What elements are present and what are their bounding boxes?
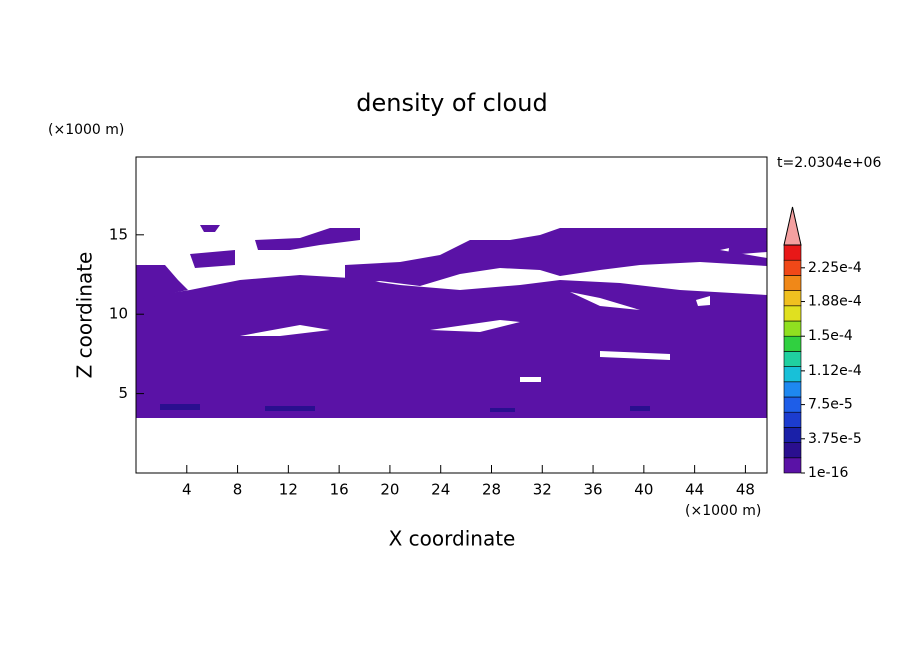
y-tick-label: 15 [109, 225, 128, 243]
y-tick-label: 10 [109, 305, 128, 323]
cloud-hole [570, 292, 640, 310]
colorbar-label: 3.75e-5 [808, 431, 862, 447]
colorbar-box [783, 427, 802, 443]
colorbar-label: 1e-16 [808, 465, 848, 481]
x-tick-label: 4 [182, 481, 192, 499]
x-tick-label: 8 [233, 481, 243, 499]
x-tick-label: 48 [736, 481, 755, 499]
x-tick-label: 12 [279, 481, 298, 499]
x-tick-label: 32 [533, 481, 552, 499]
cloud-region [200, 225, 220, 232]
x-axis-label: X coordinate [389, 527, 516, 551]
colorbar-box [783, 396, 802, 413]
cloud-hole [696, 296, 710, 306]
colorbar-label: 2.25e-4 [808, 260, 862, 276]
x-unit: (×1000 m) [685, 503, 761, 519]
cloud-hole [600, 351, 670, 360]
colorbar-box [783, 457, 802, 474]
x-tick-label: 16 [330, 481, 349, 499]
colorbar-label: 1.88e-4 [808, 294, 862, 310]
cloud-hole [240, 325, 330, 336]
colorbar-box [783, 411, 802, 428]
colorbar-box [783, 320, 802, 337]
time-label: t=2.0304e+06 [777, 155, 881, 171]
y-unit: (×1000 m) [48, 122, 124, 138]
colorbar-box [783, 290, 802, 307]
cloud-region [728, 240, 767, 255]
colorbar-label: 1.5e-4 [808, 328, 853, 344]
x-tick-label: 24 [431, 481, 450, 499]
dense-patch [490, 408, 515, 412]
colorbar-box [783, 305, 802, 322]
dense-patch [265, 406, 315, 411]
colorbar-label: 1.12e-4 [808, 363, 862, 379]
cloud-region [255, 228, 360, 250]
x-tick-label: 28 [482, 481, 501, 499]
colorbar-box [783, 275, 802, 291]
colorbar-box [783, 442, 802, 459]
cloud-region [136, 275, 767, 418]
x-tick-label: 36 [584, 481, 603, 499]
cloud-region [345, 228, 767, 286]
cloud-region [136, 265, 188, 300]
colorbar-extend [783, 206, 802, 246]
plot-frame [135, 156, 768, 474]
x-tick-label: 44 [685, 481, 704, 499]
dense-patch [630, 406, 650, 411]
colorbar-label: 7.5e-5 [808, 397, 853, 413]
x-tick-label: 40 [634, 481, 653, 499]
cloud-hole [520, 377, 541, 382]
colorbar-box [783, 335, 802, 352]
y-tick-label: 5 [118, 384, 128, 402]
colorbar-box [783, 366, 802, 383]
colorbar-box [783, 381, 802, 398]
chart-title: density of cloud [356, 89, 547, 117]
cloud-hole [430, 320, 520, 332]
y-axis-label: Z coordinate [73, 252, 97, 379]
x-tick-label: 20 [380, 481, 399, 499]
colorbar-box [783, 244, 802, 261]
cloud-region [190, 250, 235, 268]
cloud-field [136, 225, 767, 418]
dense-patch [160, 404, 200, 410]
colorbar-box [783, 259, 802, 276]
colorbar-box [783, 351, 802, 367]
